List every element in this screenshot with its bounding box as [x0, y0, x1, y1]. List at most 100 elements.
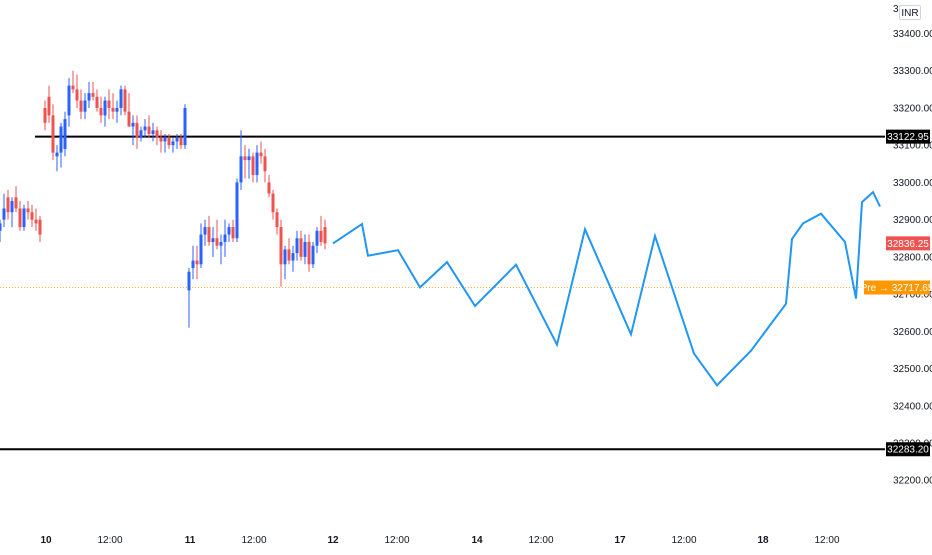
- y-tick-label: 32200.00: [893, 476, 932, 487]
- candle-body: [43, 107, 47, 123]
- candle-body: [99, 107, 103, 116]
- x-tick-label: 12: [327, 535, 339, 546]
- candle-body: [283, 249, 287, 265]
- candle-body: [131, 122, 135, 127]
- candle-body: [103, 100, 107, 116]
- y-tick-label: 32800.00: [893, 252, 932, 263]
- candle-body: [151, 130, 155, 135]
- candle-body: [91, 93, 95, 97]
- x-tick-label: 12:00: [814, 535, 839, 546]
- x-tick-label: 12:00: [384, 535, 409, 546]
- candle-body: [6, 197, 10, 213]
- y-tick-label: 33400.00: [893, 29, 932, 40]
- candle-body: [167, 137, 171, 146]
- y-tick-label: 32500.00: [893, 364, 932, 375]
- x-tick-label: 17: [614, 535, 626, 546]
- candle-body: [239, 156, 243, 183]
- candle-body: [303, 241, 307, 257]
- candle-body: [255, 152, 259, 175]
- candle-body: [18, 208, 22, 228]
- x-tick-label: 10: [40, 535, 52, 546]
- candle-body: [95, 96, 99, 108]
- x-tick-label: 14: [471, 535, 483, 546]
- candle-body: [235, 182, 239, 239]
- candle-body: [79, 100, 83, 112]
- candle-body: [191, 260, 195, 269]
- level-price-label: 32283.20: [887, 445, 929, 456]
- currency-badge[interactable]: INR: [899, 5, 921, 20]
- candle-body: [227, 227, 231, 235]
- candle-body: [251, 156, 255, 175]
- candle-body: [123, 89, 127, 112]
- pre-market-tag: [864, 280, 930, 295]
- candle-body: [287, 249, 291, 261]
- last-price-tag: [886, 236, 930, 251]
- candle-body: [63, 119, 67, 149]
- last-price-label: 32836.25: [887, 239, 929, 250]
- candle-body: [143, 126, 147, 131]
- y-tick-label: 32600.00: [893, 327, 932, 338]
- candle-body: [319, 230, 323, 242]
- candle-body: [299, 238, 303, 257]
- candle-body: [139, 130, 143, 138]
- y-tick-label: 32400.00: [893, 401, 932, 412]
- candle-body: [323, 227, 327, 244]
- candle-body: [30, 212, 34, 220]
- candle-body: [107, 100, 111, 108]
- candle-body: [291, 253, 295, 261]
- candle-body: [243, 156, 247, 161]
- candle-body: [207, 227, 211, 242]
- candle-body: [183, 107, 187, 146]
- candle-body: [187, 271, 191, 291]
- candle-body: [159, 137, 163, 142]
- candle-body: [279, 227, 283, 265]
- candle-body: [311, 245, 315, 265]
- y-tick-label: 33300.00: [893, 66, 932, 77]
- candle-body: [307, 241, 311, 265]
- candle-body: [271, 193, 275, 213]
- candle-body: [155, 130, 159, 138]
- candle-body: [175, 137, 179, 142]
- candle-body: [34, 219, 38, 224]
- candle-body: [179, 137, 183, 146]
- candle-body: [10, 201, 14, 213]
- candle-body: [115, 107, 119, 112]
- candle-body: [67, 85, 71, 116]
- x-tick-label: 12:00: [671, 535, 696, 546]
- candle-body: [83, 100, 87, 112]
- candle-body: [147, 126, 151, 135]
- candle-body: [14, 197, 18, 209]
- candle-body: [295, 238, 299, 254]
- y-tick-label: 33000.00: [893, 178, 932, 189]
- y-tick-label: 32900.00: [893, 215, 932, 226]
- candle-body: [87, 93, 91, 101]
- candle-body: [195, 260, 199, 265]
- level-price-label: 33122.95: [887, 132, 929, 143]
- x-tick-label: 12:00: [528, 535, 553, 546]
- candle-body: [315, 230, 319, 246]
- candle-body: [127, 111, 131, 127]
- y-tick-label: 33200.00: [893, 103, 932, 114]
- pre-market-label: Pre → 32717.65: [861, 283, 932, 294]
- candle-body: [111, 107, 115, 112]
- y-tick-label: 32700.00: [893, 290, 932, 301]
- x-tick-label: 11: [185, 535, 196, 546]
- candle-body: [0, 223, 2, 231]
- candle-body: [215, 238, 219, 246]
- candle-body: [163, 137, 167, 142]
- candle-body: [2, 208, 6, 220]
- level-price-tag: [886, 442, 930, 457]
- candle-body: [247, 156, 251, 161]
- x-tick-label: 12:00: [241, 535, 266, 546]
- candle-body: [199, 234, 203, 265]
- candle-body: [51, 115, 55, 153]
- candle-body: [275, 212, 279, 228]
- candle-body: [119, 89, 123, 108]
- candle-body: [47, 96, 51, 116]
- x-tick-label: 18: [757, 535, 769, 546]
- projection-path[interactable]: [332, 190, 881, 387]
- candle-body: [75, 89, 79, 101]
- candle-body: [263, 156, 267, 172]
